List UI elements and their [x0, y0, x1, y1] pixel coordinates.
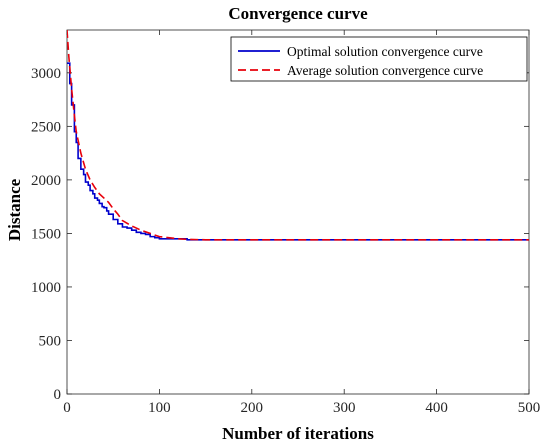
y-tick-label: 1500	[31, 226, 61, 242]
y-tick-label: 2000	[31, 173, 61, 189]
x-tick-label: 0	[63, 400, 71, 416]
y-tick-label: 3000	[31, 66, 61, 82]
y-tick-label: 1000	[31, 280, 61, 296]
x-tick-label: 100	[148, 400, 171, 416]
y-axis-ticks: 0 500 1000 1500 2000 2500 3000	[31, 66, 529, 403]
optimal-solution-line	[67, 62, 529, 241]
x-axis-ticks: 0 100 200 300 400 500	[63, 30, 540, 416]
x-tick-label: 200	[241, 400, 264, 416]
x-tick-label: 300	[333, 400, 356, 416]
y-tick-label: 0	[54, 387, 62, 403]
plot-area	[66, 29, 530, 395]
y-tick-label: 2500	[31, 119, 61, 135]
average-solution-line	[67, 30, 529, 241]
legend-label-optimal: Optimal solution convergence curve	[287, 44, 483, 59]
y-axis-label: Distance	[5, 178, 24, 241]
chart-title: Convergence curve	[228, 4, 368, 23]
legend-label-average: Average solution convergence curve	[287, 63, 483, 78]
x-axis-label: Number of iterations	[222, 424, 374, 443]
series-lines	[67, 30, 529, 241]
legend: Optimal solution convergence curve Avera…	[230, 36, 528, 82]
legend-box	[230, 36, 528, 82]
y-tick-label: 500	[39, 333, 62, 349]
x-tick-label: 400	[425, 400, 448, 416]
plot-frame	[66, 29, 530, 395]
x-tick-label: 500	[518, 400, 541, 416]
